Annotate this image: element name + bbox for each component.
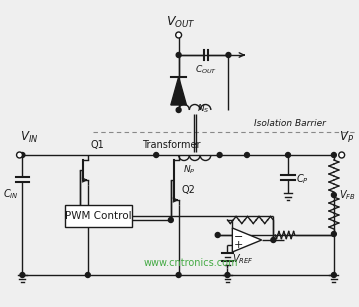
Circle shape: [217, 153, 222, 157]
Circle shape: [176, 52, 181, 57]
Circle shape: [285, 153, 290, 157]
Text: Isolation Barrier: Isolation Barrier: [254, 119, 326, 128]
Text: $N_P$: $N_P$: [183, 163, 196, 176]
Text: $+$: $+$: [233, 239, 243, 251]
Circle shape: [331, 153, 336, 157]
Circle shape: [339, 152, 345, 158]
Circle shape: [331, 192, 336, 197]
FancyBboxPatch shape: [65, 205, 132, 227]
Circle shape: [154, 153, 159, 157]
Text: PWM Control: PWM Control: [65, 211, 132, 221]
Text: $V_{IN}$: $V_{IN}$: [20, 130, 39, 145]
Text: $-$: $-$: [233, 230, 243, 240]
Text: $V_{REF}$: $V_{REF}$: [232, 252, 254, 266]
Text: $C_{OUT}$: $C_{OUT}$: [195, 63, 218, 76]
Circle shape: [215, 232, 220, 238]
Circle shape: [331, 231, 336, 236]
Circle shape: [176, 107, 181, 112]
Polygon shape: [171, 77, 186, 105]
Text: Transformer: Transformer: [141, 140, 200, 150]
Text: $C_{IN}$: $C_{IN}$: [3, 187, 19, 201]
Circle shape: [17, 152, 22, 158]
Circle shape: [85, 273, 90, 278]
Text: www.cntronics.com: www.cntronics.com: [143, 258, 238, 268]
Circle shape: [20, 273, 25, 278]
Circle shape: [271, 238, 276, 243]
Text: $N_S$: $N_S$: [197, 103, 210, 115]
Polygon shape: [232, 228, 262, 252]
Text: $V_{FB}$: $V_{FB}$: [339, 188, 355, 202]
Text: $C_P$: $C_P$: [296, 172, 309, 186]
Text: Q1: Q1: [91, 140, 104, 150]
Circle shape: [244, 153, 250, 157]
Circle shape: [331, 273, 336, 278]
Circle shape: [226, 52, 231, 57]
Text: $V_P$: $V_P$: [339, 130, 354, 145]
Text: $V_{OUT}$: $V_{OUT}$: [166, 15, 195, 30]
Circle shape: [20, 153, 25, 157]
Circle shape: [168, 217, 173, 223]
Circle shape: [176, 32, 182, 38]
Text: Q2: Q2: [182, 185, 195, 195]
Circle shape: [176, 273, 181, 278]
Circle shape: [225, 273, 230, 278]
